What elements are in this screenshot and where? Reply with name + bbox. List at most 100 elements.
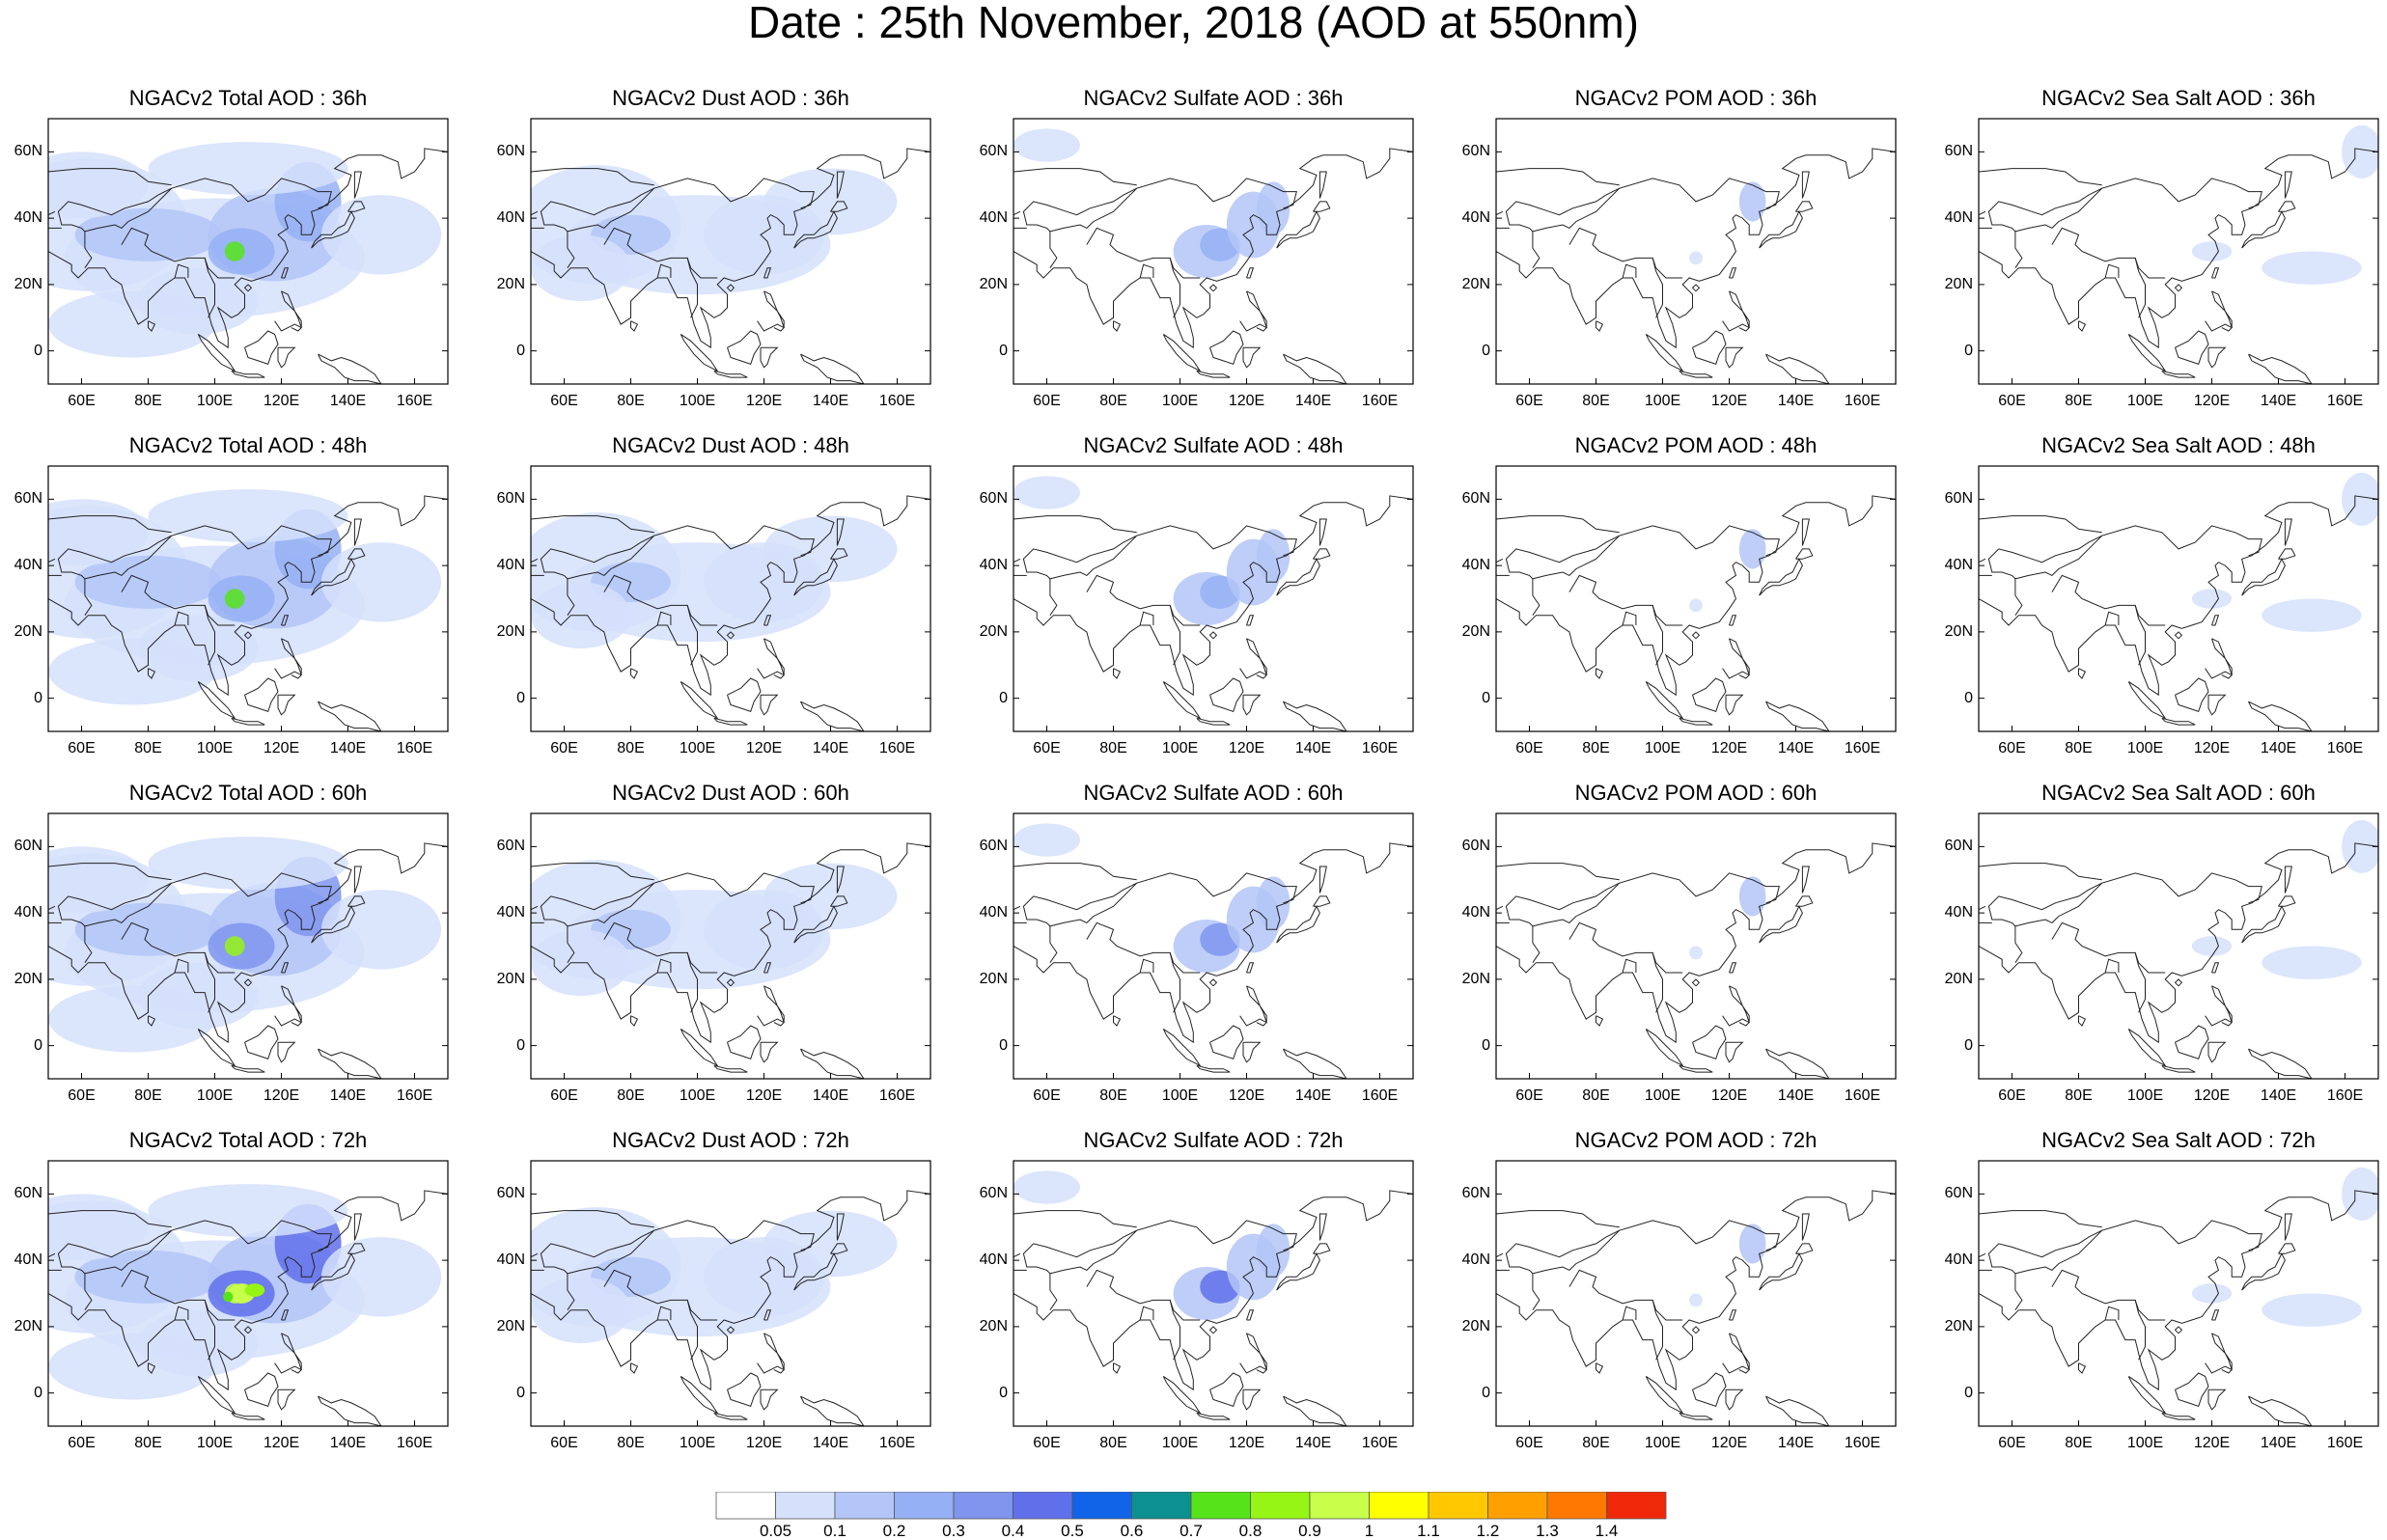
coastline	[2175, 1025, 2209, 1060]
coastline	[57, 535, 172, 580]
coastline	[531, 1161, 930, 1391]
coastline	[1283, 1395, 1347, 1426]
aod-region	[224, 589, 245, 609]
coastline	[2014, 872, 2262, 927]
y-tick-label: 40N	[979, 209, 1008, 227]
x-tick-label: 80E	[617, 740, 644, 756]
coastline	[1759, 210, 1803, 249]
y-tick-label: 60N	[1461, 838, 1490, 855]
map-plot: 60E 80E 100E 120E 140E 160E	[1495, 465, 1897, 756]
coastline	[353, 171, 362, 199]
coastline	[2207, 1041, 2227, 1063]
coastline	[680, 333, 719, 372]
coastline	[244, 330, 279, 366]
coastline	[1795, 201, 1814, 212]
coastline	[2127, 1375, 2167, 1415]
y-tick-label: 40N	[1461, 557, 1490, 574]
x-tick-label: 80E	[1582, 1435, 1609, 1451]
colorbar-label: 0.6	[1121, 1522, 1144, 1538]
coastline	[713, 1064, 748, 1073]
coastline	[1979, 863, 2102, 881]
map-panel: 60E 80E 100E 120E 140E 160E 60N 40N 20N 0 NGACv2 P…	[1462, 432, 1977, 780]
colorbar-label: 0.3	[942, 1522, 965, 1538]
coastline	[1496, 119, 1896, 349]
aod-field	[531, 466, 930, 731]
map-plot: 60E 80E 100E 120E 140E 160E	[1495, 1160, 1897, 1451]
coastline	[656, 1306, 672, 1321]
coastline	[1987, 187, 2102, 233]
map-panel: 60E 80E 100E 120E 140E 160E 60N 40N 20N 0 NGACv2 T…	[14, 1127, 529, 1474]
coastline	[1162, 1375, 1202, 1415]
x-tick-label: 60E	[1515, 1087, 1542, 1104]
aod-region	[2191, 1283, 2233, 1304]
coastline	[353, 1213, 362, 1241]
coastline	[48, 1161, 448, 1391]
coastline	[567, 578, 575, 616]
panel-title: NGACv2 Sulfate AOD : 60h	[1083, 781, 1344, 805]
x-tick-label: 100E	[2127, 740, 2163, 756]
y-tick-label: 0	[1964, 689, 1973, 706]
coastline	[2161, 717, 2196, 726]
aod-hotspot	[244, 1283, 265, 1297]
coastline	[793, 905, 838, 944]
coastline	[686, 605, 698, 666]
coastline	[567, 1220, 815, 1275]
coastline	[84, 925, 93, 963]
map-frame	[1978, 1160, 2379, 1427]
coastline	[1801, 1213, 1810, 1241]
coastline	[204, 258, 215, 318]
coastline	[148, 668, 156, 679]
coastline	[84, 178, 332, 233]
coastline	[1162, 1028, 1202, 1067]
coastline	[830, 201, 848, 212]
coastline	[531, 466, 930, 697]
coastline	[281, 1333, 302, 1370]
coastline	[1645, 333, 1684, 372]
coastline	[1209, 1372, 1244, 1408]
coastline	[281, 985, 302, 1023]
x-tick-label: 120E	[2194, 1435, 2230, 1451]
x-tick-label: 100E	[1162, 1435, 1198, 1451]
coastline	[1242, 1389, 1262, 1411]
coastline	[763, 267, 772, 279]
aod-region	[1689, 598, 1703, 613]
coastline	[1622, 263, 1637, 279]
coastline	[1692, 677, 1727, 713]
x-tick-label: 120E	[264, 740, 299, 756]
coastline	[1049, 178, 1297, 233]
coastline	[1013, 466, 1413, 697]
map-frame	[1495, 465, 1897, 732]
coastline	[311, 210, 355, 249]
x-tick-label: 100E	[197, 1087, 233, 1104]
aod-field	[1013, 119, 1413, 384]
coastline	[48, 558, 56, 564]
coastline	[2104, 958, 2120, 974]
aod-region	[1013, 823, 1080, 857]
aod-region	[48, 1333, 215, 1400]
coastline	[603, 227, 718, 279]
coastline	[148, 1015, 156, 1027]
coastline	[1318, 866, 1327, 894]
coastline	[1759, 1252, 1803, 1291]
coastline	[727, 1025, 762, 1060]
coastline	[1979, 1210, 2102, 1228]
aod-region	[2262, 1293, 2362, 1327]
coastline	[274, 1015, 303, 1027]
aod-field	[48, 119, 448, 384]
y-tick-label: 0	[516, 689, 525, 706]
x-tick-label: 140E	[1295, 740, 1331, 756]
map-frame	[1978, 118, 2379, 385]
coastline	[2051, 921, 2166, 974]
y-tick-label: 60N	[496, 143, 525, 160]
coastline	[2127, 1028, 2167, 1067]
panel-title: NGACv2 Sea Salt AOD : 72h	[2041, 1128, 2316, 1152]
coastline	[1209, 1025, 1244, 1060]
colorbar-label: 1	[1365, 1522, 1374, 1538]
map-plot: 60E 80E 100E 120E 140E 160E	[1978, 465, 2379, 756]
coastline	[197, 680, 236, 720]
map-plot: 60E 80E 100E 120E 140E 160E	[1013, 118, 1414, 409]
coastline	[1162, 333, 1202, 372]
coastline	[1532, 525, 1780, 580]
map-panel: 60E 80E 100E 120E 140E 160E 60N 40N 20N 0 NGACv2 S…	[980, 85, 1494, 432]
coastline	[630, 320, 639, 332]
